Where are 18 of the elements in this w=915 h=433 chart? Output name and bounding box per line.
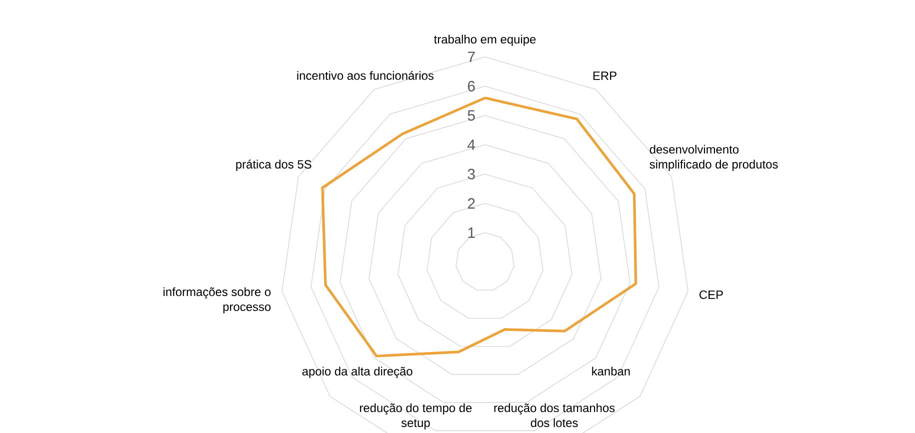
spoke-label: incentivo aos funcionários [297, 70, 434, 80]
spoke-label: kanban [592, 366, 630, 376]
spoke-label: trabalho em equipe [434, 34, 536, 46]
spoke-label: desenvolvimento simplificado de produtos [650, 144, 778, 171]
spoke-label: ERP [593, 72, 616, 80]
y-tick-label: 7 [468, 52, 475, 62]
y-tick-label: 3 [468, 168, 475, 180]
y-tick-label: 6 [468, 80, 475, 92]
y-tick-label: 5 [468, 110, 475, 121]
spoke-label: apoio da alta direção [302, 366, 412, 378]
spoke-label: prática dos 5S [236, 160, 312, 171]
y-tick-label: 2 [468, 198, 475, 209]
y-tick-label: 1 [468, 228, 475, 238]
y-tick-label: 4 [468, 140, 476, 150]
spoke-label: redução do tempo de setup [360, 403, 472, 430]
spoke-label: CEP [700, 290, 723, 299]
spoke-label: redução dos tamanhos dos lotes [494, 403, 615, 428]
spoke-label: informações sobre o processo [164, 287, 271, 314]
